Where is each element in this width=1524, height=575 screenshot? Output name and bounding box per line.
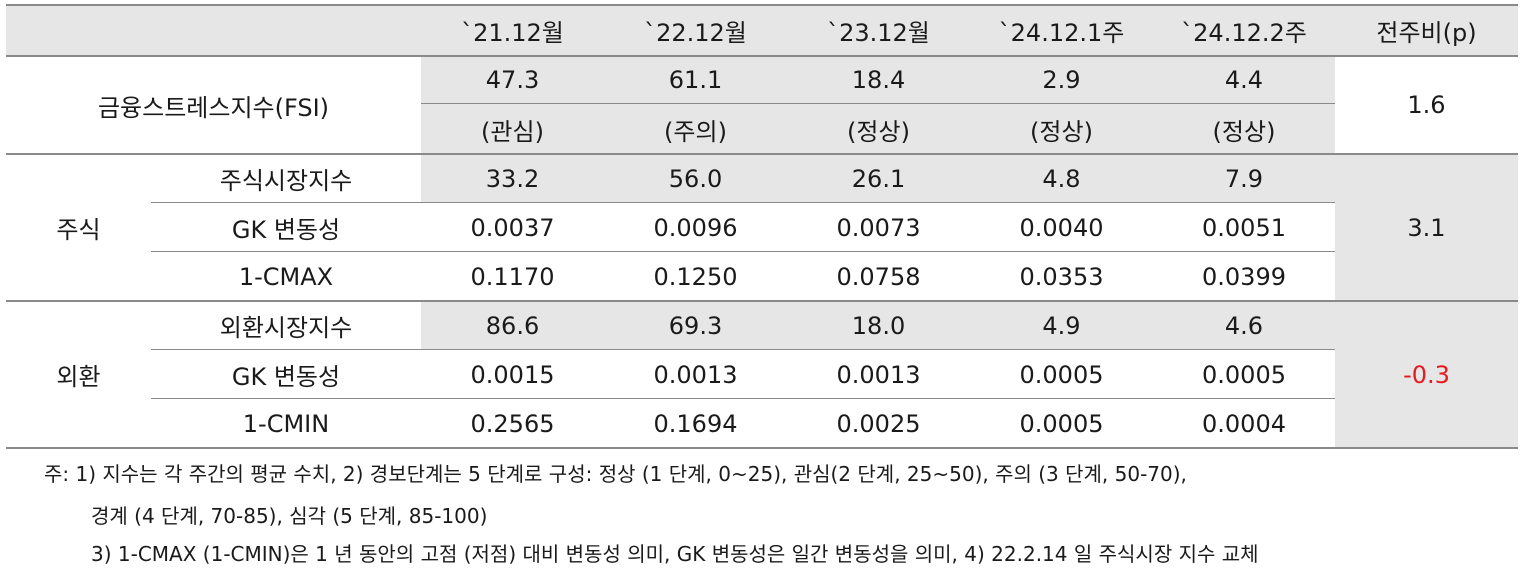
fx-row-label: GK 변동성	[231, 363, 341, 391]
stock-row-label: 1-CMAX	[238, 262, 334, 291]
header-col-2024-12-w2: `24.12.2주	[1153, 4, 1335, 56]
fx-cell: 0.1694	[653, 409, 738, 438]
fsi-label: 금융스트레스지수(FSI)	[97, 93, 330, 122]
fsi-value: 61.1	[604, 56, 787, 104]
fsi-value: 18.4	[787, 56, 970, 104]
header-col-2022-12: `22.12월	[604, 4, 787, 56]
fx-cell: 0.0004	[1202, 409, 1286, 438]
header-col-2024-12-w1: `24.12.1주	[970, 4, 1153, 56]
stock-cell: 0.0399	[1202, 262, 1286, 291]
fsi-status: (정상)	[970, 104, 1153, 154]
fx-cell: 0.0005	[1019, 409, 1104, 438]
stock-cell: 4.8	[970, 154, 1153, 203]
header-empty	[6, 4, 421, 56]
stock-row-label: 주식시장지수	[219, 167, 353, 195]
fx-cell: 0.0025	[836, 409, 921, 438]
fsi-value: 2.9	[970, 56, 1153, 104]
header-col-2023-12: `23.12월	[787, 4, 970, 56]
fx-cell: 0.2565	[470, 409, 555, 438]
stock-group-label: 주식	[56, 216, 101, 244]
stock-cell: 0.0353	[1019, 262, 1104, 291]
fsi-value: 47.3	[421, 56, 604, 104]
table-bottom-rule	[6, 447, 1518, 449]
fsi-status: (주의)	[604, 104, 787, 154]
fx-cell: 0.0013	[836, 360, 921, 389]
fx-cell: 4.9	[970, 301, 1153, 350]
fx-cell: 69.3	[604, 301, 787, 350]
stock-cell: 0.1250	[653, 262, 738, 291]
fx-cell: 0.0015	[470, 360, 555, 389]
fx-row-label: 외환시장지수	[219, 314, 353, 342]
fx-cell: 4.6	[1153, 301, 1335, 350]
fsi-status: (정상)	[1153, 104, 1335, 154]
fx-cell: 0.0005	[1202, 360, 1286, 389]
stock-cell: 0.0073	[836, 213, 921, 242]
fsi-inner-rule	[421, 103, 1335, 104]
fx-row-rule	[151, 349, 1335, 350]
table-top-rule	[6, 4, 1518, 6]
fx-cell: 86.6	[421, 301, 604, 350]
fsi-bottom-rule	[6, 153, 1518, 155]
stock-weekly-change: 3.1	[1335, 154, 1518, 301]
stock-row-rule	[151, 202, 1335, 203]
fx-row-label: 1-CMIN	[242, 409, 330, 438]
fx-cell: 0.0013	[653, 360, 738, 389]
stock-cell: 0.0040	[1019, 213, 1104, 242]
stock-cell: 0.0037	[470, 213, 555, 242]
fx-cell: 0.0005	[1019, 360, 1104, 389]
fsi-status: (정상)	[787, 104, 970, 154]
footnote-line-3: 3) 1-CMAX (1-CMIN)은 1 년 동안의 고점 (저점) 대비 변…	[91, 542, 1259, 566]
fsi-value: 4.4	[1153, 56, 1335, 104]
header-col-weekly-change: 전주비(p)	[1335, 4, 1518, 56]
stock-cell: 0.0758	[836, 262, 921, 291]
stock-cell: 56.0	[604, 154, 787, 203]
stock-row-label: GK 변동성	[231, 216, 341, 244]
stock-cell: 0.0051	[1202, 213, 1286, 242]
fx-weekly-change: -0.3	[1335, 301, 1518, 448]
header-col-2021-12: `21.12월	[421, 4, 604, 56]
stock-cell: 33.2	[421, 154, 604, 203]
stock-cell: 26.1	[787, 154, 970, 203]
footnote-line-2: 경계 (4 단계, 70-85), 심각 (5 단계, 85-100)	[91, 504, 488, 528]
fx-group-label: 외환	[56, 363, 101, 391]
fsi-weekly-change: 1.6	[1407, 91, 1446, 119]
stock-cell: 0.1170	[470, 262, 555, 291]
fx-cell: 18.0	[787, 301, 970, 350]
footnote-line-1: 주: 1) 지수는 각 주간의 평균 수치, 2) 경보단계는 5 단계로 구성…	[44, 462, 1187, 486]
fx-row-rule	[151, 398, 1335, 399]
fsi-status: (관심)	[421, 104, 604, 154]
stock-row-rule	[151, 251, 1335, 252]
stock-bottom-rule	[6, 300, 1518, 302]
header-bottom-rule	[6, 55, 1518, 57]
stock-cell: 0.0096	[653, 213, 738, 242]
stock-cell: 7.9	[1153, 154, 1335, 203]
